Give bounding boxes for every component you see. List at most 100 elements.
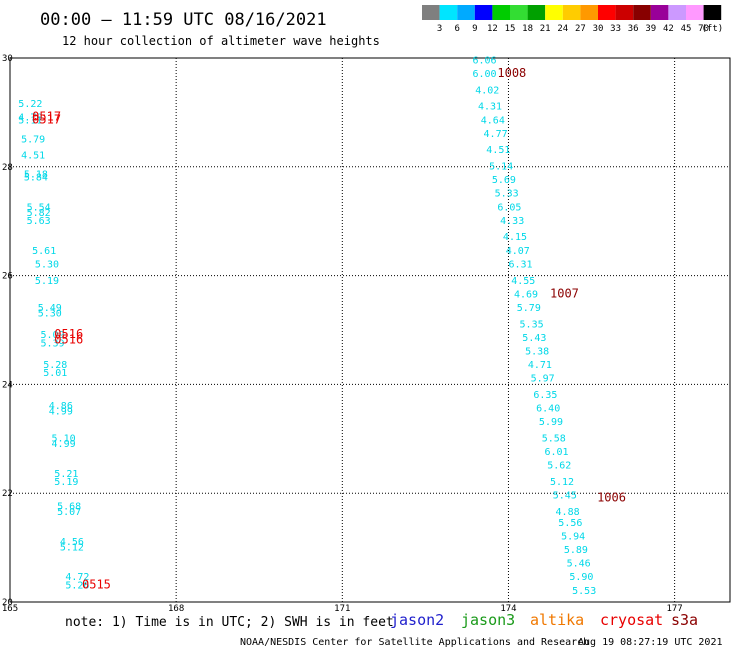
swh-point: 5.39	[40, 338, 64, 349]
scale-label: 39	[645, 24, 656, 34]
scale-swatch	[615, 5, 634, 20]
scale-label: 12	[487, 24, 498, 34]
scale-label: 15	[505, 24, 516, 34]
y-axis-ticks: 20 22 24 26 28 30	[2, 54, 13, 608]
satellite-jason2: jason2	[390, 611, 444, 629]
scale-swatch	[598, 5, 616, 20]
swh-point: 6.00	[472, 69, 496, 80]
swh-point: 6.05	[497, 202, 521, 213]
satellite-s3a: s3a	[671, 611, 698, 629]
scale-swatch	[439, 5, 458, 20]
scale-unit: (ft)	[702, 24, 724, 34]
swh-point: 5.07	[57, 507, 81, 518]
swh-point: 5.82	[27, 208, 51, 219]
satellite-cryosat: cryosat	[600, 611, 663, 629]
swh-point: 5.69	[492, 175, 516, 186]
scale-swatch	[633, 5, 651, 20]
satellite-jason3: jason3	[461, 611, 515, 629]
scale-swatch	[492, 5, 510, 20]
swh-point: 4.02	[475, 85, 499, 96]
time-label: 1006	[597, 490, 626, 504]
footer-credit: NOAA/NESDIS Center for Satellite Applica…	[240, 637, 589, 648]
swh-point: 4.55	[511, 276, 535, 287]
y-tick-label: 24	[2, 380, 13, 390]
swh-point: 5.19	[35, 276, 59, 287]
scale-label: 70	[698, 24, 709, 34]
swh-point: 5.28	[43, 360, 67, 371]
page-title: 00:00 – 11:59 UTC 08/16/2021	[40, 10, 327, 30]
swh-point: 5.61	[32, 246, 56, 257]
swh-point: 5.54	[27, 202, 51, 213]
scale-label: 3	[437, 24, 442, 34]
swh-point: 4.69	[514, 289, 538, 300]
scale-label: 9	[472, 24, 477, 34]
swh-point: 4.64	[481, 115, 505, 126]
swh-point: 4.79	[18, 113, 42, 124]
swh-point: 5.43	[522, 333, 546, 344]
footer-note: note: 1) Time is in UTC; 2) SWH is in fe…	[65, 615, 394, 630]
swh-point: 6.31	[508, 259, 532, 270]
x-tick-label: 174	[500, 604, 516, 614]
swh-point: 5.94	[561, 531, 585, 542]
swh-point: 5.22	[18, 99, 42, 110]
scale-swatch	[422, 5, 440, 20]
swh-point: 4.86	[49, 401, 73, 412]
scale-swatch	[545, 5, 563, 20]
swh-point: 5.89	[564, 545, 588, 556]
swh-point: 6.06	[472, 55, 496, 66]
swh-point: 4.51	[486, 145, 510, 156]
swh-point: 5.18	[24, 170, 48, 181]
swh-point: 4.88	[556, 507, 580, 518]
swh-point: 5.11	[18, 115, 42, 126]
scale-label: 36	[628, 24, 639, 34]
swh-point: 4.56	[60, 537, 84, 548]
swh-point: 5.53	[572, 586, 596, 597]
swh-point: 4.77	[484, 129, 508, 140]
scale-swatch	[580, 5, 598, 20]
swh-point: 5.01	[43, 368, 67, 379]
y-tick-label: 20	[2, 598, 13, 608]
swh-point: 4.07	[506, 246, 530, 257]
swh-point: 5.97	[531, 374, 555, 385]
scale-label: 24	[557, 24, 568, 34]
scale-label: 6	[454, 24, 459, 34]
y-tick-label: 22	[2, 489, 13, 499]
swh-point: 5.63	[27, 216, 51, 227]
swh-points: 5.22 4.795.11 5.79 4.51 5.185.84 5.545.825.63…	[18, 55, 596, 596]
scale-swatch	[457, 5, 475, 20]
swh-point: 5.99	[539, 417, 563, 428]
swh-point: 4.99	[49, 406, 73, 417]
scale-swatch	[510, 5, 528, 20]
time-label: 0516	[54, 333, 83, 347]
time-label: 0517	[32, 110, 61, 124]
scale-swatch	[686, 5, 704, 20]
swh-point: 5.79	[21, 134, 45, 145]
time-label: 0515	[82, 577, 111, 591]
scale-label: 42	[663, 24, 674, 34]
swh-point: 4.71	[528, 360, 552, 371]
swh-point: 4.72	[65, 572, 89, 583]
satellite-legend: jason2 jason3 altika cryosat s3a	[390, 611, 698, 629]
scale-swatch	[703, 5, 722, 20]
swh-point: 5.30	[35, 259, 59, 270]
swh-point: 5.84	[24, 172, 48, 183]
scale-swatch	[562, 5, 581, 20]
y-tick-label: 30	[2, 54, 13, 64]
swh-point: 5.10	[52, 434, 76, 445]
swh-point: 5.12	[550, 477, 574, 488]
time-label: 0516	[54, 327, 83, 341]
swh-point: 4.33	[500, 216, 524, 227]
x-axis-ticks: 165 168 171 174 177	[2, 604, 683, 614]
swh-point: 5.58	[542, 434, 566, 445]
swh-point: 5.49	[38, 303, 62, 314]
swh-point: 5.62	[547, 461, 571, 472]
scale-swatch	[527, 5, 546, 20]
swh-point: 5.33	[495, 189, 519, 200]
swh-point: 5.68	[57, 502, 81, 513]
swh-point: 5.90	[569, 572, 593, 583]
swh-point: 4.15	[503, 232, 527, 243]
swh-point: 5.21	[54, 469, 78, 480]
color-scale-legend: 3 6 9 12 15 18 21 24 27 30 33 36 39 42 45 70(ft)	[422, 5, 723, 34]
scale-label: 21	[540, 24, 551, 34]
